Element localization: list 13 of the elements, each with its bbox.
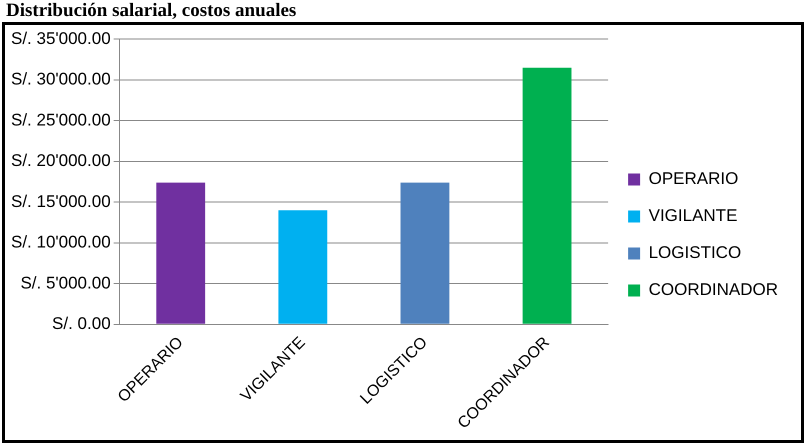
- legend-label: VIGILANTE: [648, 206, 738, 226]
- y-tick-label: S/. 35'000.00: [10, 28, 111, 48]
- legend-label: COORDINADOR: [648, 280, 778, 300]
- y-tick-label: S/. 25'000.00: [10, 110, 111, 130]
- y-tick-label: S/. 5'000.00: [20, 273, 111, 292]
- y-tick-label: S/. 15'000.00: [10, 192, 111, 211]
- y-tick-label: S/. 10'000.00: [10, 232, 111, 252]
- y-tick-label: S/. 0.00: [52, 314, 111, 333]
- chart-title: Distribución salarial, costos anuales: [5, 0, 298, 22]
- legend-label: LOGISTICO: [648, 243, 742, 262]
- legend-label: OPERARIO: [648, 169, 738, 188]
- y-tick-label: S/. 20'000.00: [10, 151, 111, 170]
- y-tick-label: S/. 30'000.00: [10, 70, 111, 89]
